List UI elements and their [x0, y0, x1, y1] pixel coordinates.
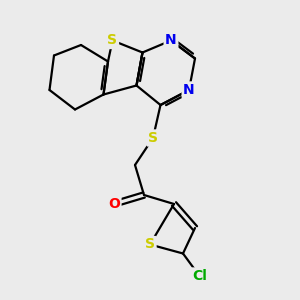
Text: S: S — [148, 131, 158, 145]
Text: S: S — [145, 238, 155, 251]
Text: S: S — [107, 34, 118, 47]
Text: O: O — [108, 197, 120, 211]
Text: N: N — [165, 34, 177, 47]
Text: N: N — [183, 83, 195, 97]
Text: Cl: Cl — [192, 269, 207, 283]
